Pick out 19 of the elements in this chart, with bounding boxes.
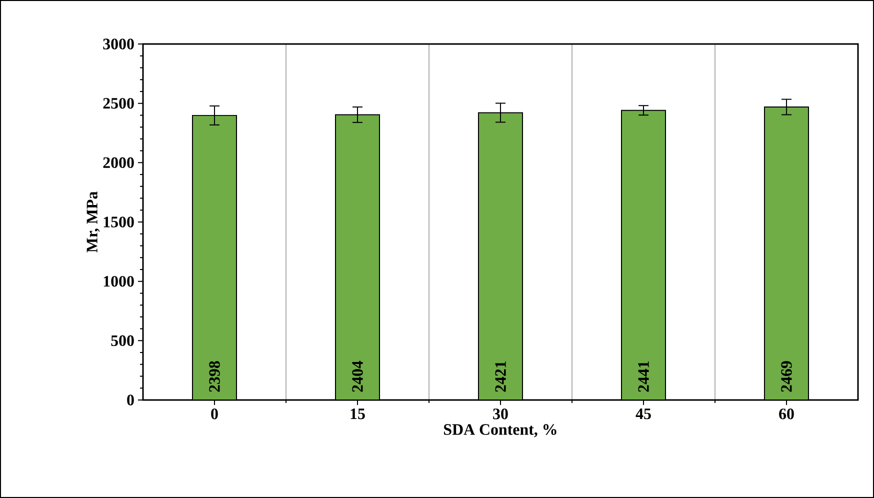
- data-label: 2398: [209, 361, 220, 392]
- x-axis-title: SDA Content, %: [444, 424, 556, 438]
- y-tick-label: 2000: [103, 157, 134, 168]
- data-label: 2469: [781, 361, 792, 392]
- y-tick-label: 0: [127, 394, 134, 406]
- y-tick-label: 1000: [104, 276, 134, 287]
- data-label: 2441: [638, 361, 649, 392]
- y-axis-title: Mr, MPa: [86, 192, 100, 252]
- x-tick-label: 30: [493, 408, 508, 420]
- x-tick-label: 0: [211, 408, 218, 420]
- y-tick-label: 1500: [104, 216, 134, 228]
- x-tick-label: 15: [350, 408, 365, 420]
- y-tick-label: 3000: [103, 38, 134, 50]
- y-tick-label: 500: [111, 335, 134, 346]
- data-label: 2404: [352, 360, 363, 392]
- data-label: 2421: [495, 361, 506, 392]
- y-tick-label: 2500: [103, 98, 134, 109]
- x-tick-label: 60: [779, 408, 794, 420]
- x-tick-label: 45: [636, 408, 651, 420]
